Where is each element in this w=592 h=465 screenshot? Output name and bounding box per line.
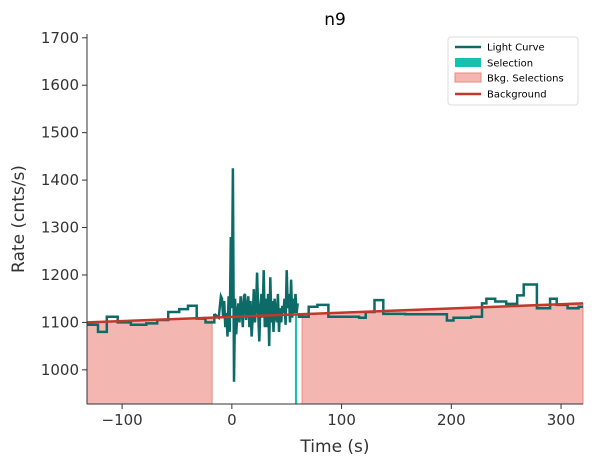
y-tick-label: 1500 — [41, 124, 79, 142]
chart-title: n9 — [324, 10, 346, 30]
selection-region — [294, 314, 298, 404]
x-tick-label: 100 — [327, 411, 356, 429]
y-tick-label: 1000 — [41, 361, 79, 379]
y-tick-label: 1200 — [41, 266, 79, 284]
x-ticks: −100 0 100 200 300 — [102, 404, 576, 429]
x-tick-label: 0 — [227, 411, 237, 429]
x-axis-label: Time (s) — [299, 437, 369, 457]
y-ticks: 1000 1100 1200 1300 1400 1500 1600 1700 — [41, 29, 87, 379]
y-tick-label: 1600 — [41, 76, 79, 94]
x-tick-label: −100 — [102, 411, 143, 429]
legend-label-selection: Selection — [487, 59, 533, 70]
y-tick-label: 1300 — [41, 219, 79, 237]
x-tick-label: 200 — [437, 411, 466, 429]
legend-swatch-selection — [455, 58, 481, 67]
legend-label-background: Background — [487, 90, 547, 101]
legend-frame — [447, 36, 579, 106]
legend-label-light-curve: Light Curve — [487, 43, 545, 54]
legend-swatch-bkg-selections — [454, 72, 482, 83]
y-tick-label: 1700 — [41, 29, 79, 47]
background-fit-line — [86, 302, 584, 324]
bkg-selection-region-1 — [301, 302, 584, 405]
legend-label-bkg-selections: Bkg. Selections — [487, 74, 564, 85]
legend: Light Curve Selection Bkg. Selections Ba… — [447, 36, 579, 106]
y-tick-label: 1400 — [41, 171, 79, 189]
y-axis-label: Rate (cnts/s) — [9, 165, 29, 273]
light-curve-selection — [213, 168, 299, 382]
light-curve-right — [297, 283, 583, 322]
x-tick-label: 300 — [547, 411, 576, 429]
plot-area — [86, 168, 584, 405]
y-tick-label: 1100 — [41, 313, 79, 331]
